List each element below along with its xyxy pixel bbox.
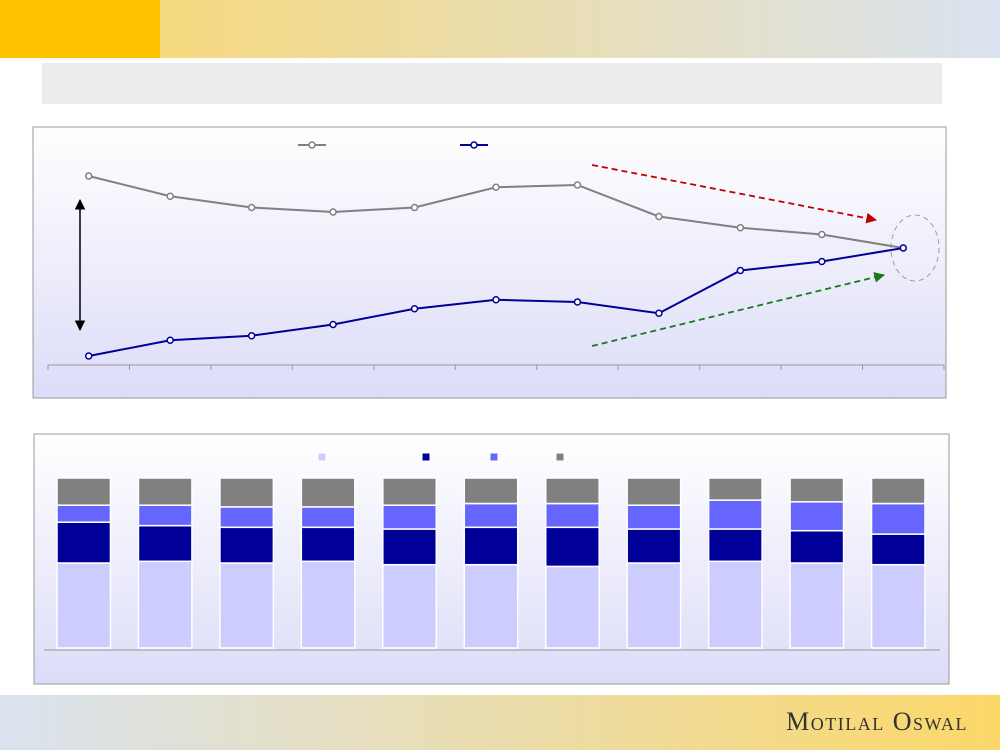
point: [84, 352, 93, 360]
bar-segment: [56, 521, 112, 564]
bar-segment: [56, 504, 112, 523]
bar-segment: [56, 477, 112, 506]
point: [655, 212, 663, 221]
line-panel: [32, 126, 947, 399]
bar-segment: [544, 477, 600, 505]
point: [573, 181, 582, 189]
point: [166, 336, 174, 344]
bar-segment: [137, 524, 193, 563]
bar-segment: [707, 477, 763, 501]
bar-segment: [626, 504, 682, 530]
footer-band: [0, 695, 1000, 750]
bar-segment: [219, 477, 275, 508]
bar-segment: [137, 477, 193, 506]
point: [818, 230, 826, 239]
point: [655, 309, 663, 317]
bar-segment: [137, 560, 193, 649]
bar-segment: [870, 563, 926, 649]
down-arrow: [591, 164, 878, 224]
bar-segment: [707, 528, 763, 563]
header-band: [0, 0, 1000, 58]
bar-segment: [300, 560, 356, 649]
point: [736, 224, 745, 232]
legend-swatch: [317, 452, 327, 462]
bar-segment: [219, 506, 275, 529]
bar-segment: [137, 504, 193, 527]
bar-segment: [789, 501, 845, 532]
convergence-circle: [890, 214, 940, 282]
point: [573, 298, 582, 306]
bar-segment: [870, 477, 926, 505]
legend-swatch: [489, 452, 499, 462]
logo: Motilal Oswal: [786, 707, 968, 736]
bar-segment: [463, 477, 519, 505]
bar-segment: [463, 563, 519, 649]
legend-marker: [308, 141, 316, 149]
bar-segment: [789, 477, 845, 503]
point: [329, 320, 337, 329]
bar-segment: [626, 528, 682, 564]
point: [736, 266, 745, 275]
bar-segment: [789, 529, 845, 564]
title-bar: [42, 63, 942, 104]
bar-segment: [300, 477, 356, 508]
legend-swatch: [555, 452, 565, 462]
bar-segment: [382, 563, 438, 649]
point: [410, 305, 419, 313]
point: [84, 172, 93, 180]
point: [329, 208, 337, 216]
bar-segment: [300, 526, 356, 563]
bar-segment: [56, 562, 112, 649]
bar-segment: [626, 562, 682, 649]
bar-segment: [219, 562, 275, 649]
bar-segment: [382, 504, 438, 530]
point: [247, 332, 256, 340]
bar-segment: [789, 562, 845, 649]
point: [247, 203, 256, 212]
bar-segment: [544, 526, 600, 568]
bar-segment: [870, 533, 926, 566]
bar-segment: [626, 477, 682, 506]
up-arrow: [591, 272, 886, 347]
point: [818, 257, 826, 266]
bar-segment: [707, 499, 763, 530]
bar-segment: [219, 526, 275, 564]
bar-segment: [382, 528, 438, 566]
bar-segment: [544, 565, 600, 649]
bar-segment: [463, 502, 519, 529]
bar-segment: [870, 502, 926, 535]
bar-segment: [707, 560, 763, 649]
bar-segment: [300, 506, 356, 529]
point: [899, 244, 908, 252]
header-block: [0, 0, 160, 58]
bar-segment: [382, 477, 438, 506]
bar-segment: [463, 526, 519, 566]
legend-swatch: [421, 452, 431, 462]
point: [492, 183, 500, 191]
point: [492, 296, 500, 304]
point: [410, 203, 419, 212]
point: [166, 192, 174, 200]
bar-segment: [544, 502, 600, 529]
legend-marker: [470, 141, 478, 149]
